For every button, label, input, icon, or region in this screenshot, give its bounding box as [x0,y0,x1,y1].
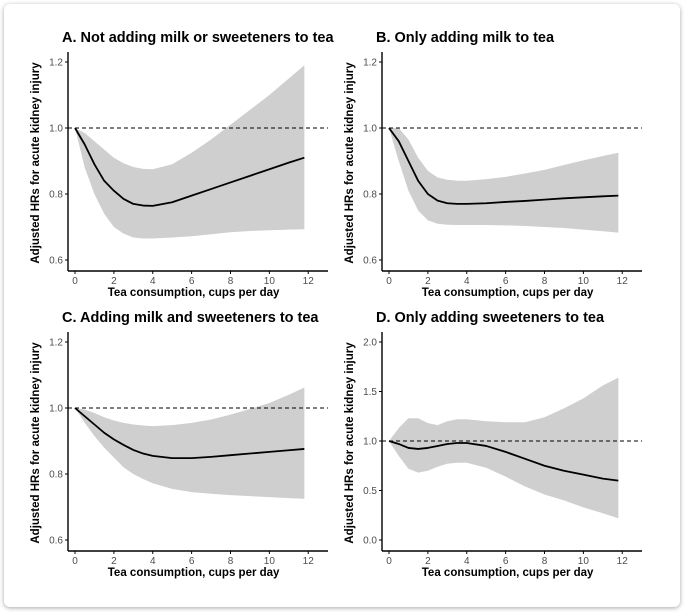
y-tick-label: 1.0 [363,437,377,448]
panel-title: C. Adding milk and sweeteners to tea [62,310,319,326]
y-tick-label: 1.5 [363,387,377,398]
x-tick-label: 8 [542,556,548,567]
x-tick-label: 6 [503,276,509,287]
y-tick-label: 1.2 [49,338,63,349]
confidence-band [75,65,305,239]
x-axis-label: Tea consumption, cups per day [422,287,594,299]
x-tick-label: 0 [386,556,392,567]
y-tick-label: 0.6 [49,256,63,267]
y-axis-label: Adjusted HRs for acute kidney injury [344,62,356,264]
x-tick-label: 0 [72,556,78,567]
hr-line [74,407,305,460]
chart-grid: A. Not adding milk or sweeteners to tea 0… [30,30,642,579]
x-tick-label: 12 [303,276,315,287]
x-tick-label: 4 [464,556,470,567]
x-tick-label: 6 [189,276,195,287]
x-axis-label: Tea consumption, cups per day [422,567,594,579]
x-tick-label: 6 [503,556,509,567]
y-tick-label: 1.0 [363,124,377,135]
y-tick-label: 0.5 [363,486,377,497]
panel-title: B. Only adding milk to tea [376,30,555,46]
confidence-band [389,128,619,233]
panel-a: A. Not adding milk or sweeteners to tea 0… [30,30,334,299]
x-tick-label: 4 [150,556,156,567]
y-tick-label: 0.8 [363,190,377,201]
panel-title: D. Only adding sweeteners to tea [376,310,605,326]
y-axis-label: Adjusted HRs for acute kidney injury [30,62,42,264]
x-tick-label: 6 [189,556,195,567]
x-tick-label: 4 [464,276,470,287]
y-tick-label: 2.0 [363,338,377,349]
x-tick-label: 2 [425,556,431,567]
panel-d: D. Only adding sweeteners to tea 0.0 0.5 1.… [344,310,642,579]
x-tick-label: 8 [542,276,548,287]
confidence-band [389,377,619,519]
y-tick-label: 1.0 [49,404,63,415]
x-tick-label: 4 [150,276,156,287]
x-tick-label: 12 [617,276,629,287]
y-tick-label: 0.6 [363,256,377,267]
hr-line [74,127,305,207]
confidence-band [75,387,305,499]
x-tick-label: 10 [264,276,276,287]
x-axis-label: Tea consumption, cups per day [108,567,280,579]
hr-line [388,440,619,482]
x-tick-label: 10 [578,556,590,567]
y-tick-label: 1.2 [363,58,377,69]
x-tick-label: 8 [228,556,234,567]
x-tick-label: 8 [228,276,234,287]
x-tick-label: 2 [111,556,117,567]
y-axis-label: Adjusted HRs for acute kidney injury [344,342,356,544]
panel-b: B. Only adding milk to tea 0.6 0.8 1.0 1.2 0 2… [344,30,642,299]
x-axis-label: Tea consumption, cups per day [108,287,280,299]
x-tick-label: 2 [111,276,117,287]
y-tick-label: 1.0 [49,124,63,135]
x-tick-label: 10 [264,556,276,567]
x-tick-label: 10 [578,276,590,287]
hr-line [388,127,619,205]
x-tick-label: 2 [425,276,431,287]
figure-card: A. Not adding milk or sweeteners to tea 0… [4,4,680,607]
x-tick-label: 0 [72,276,78,287]
y-tick-label: 1.2 [49,58,63,69]
x-tick-label: 12 [303,556,315,567]
y-tick-label: 0.6 [49,536,63,547]
panel-c: C. Adding milk and sweeteners to tea 0.6 0… [30,310,328,579]
panel-title: A. Not adding milk or sweeteners to tea [62,30,334,46]
y-tick-label: 0.0 [363,536,377,547]
y-tick-label: 0.8 [49,190,63,201]
y-axis-label: Adjusted HRs for acute kidney injury [30,342,42,544]
x-tick-label: 0 [386,276,392,287]
x-tick-label: 12 [617,556,629,567]
y-tick-label: 0.8 [49,470,63,481]
